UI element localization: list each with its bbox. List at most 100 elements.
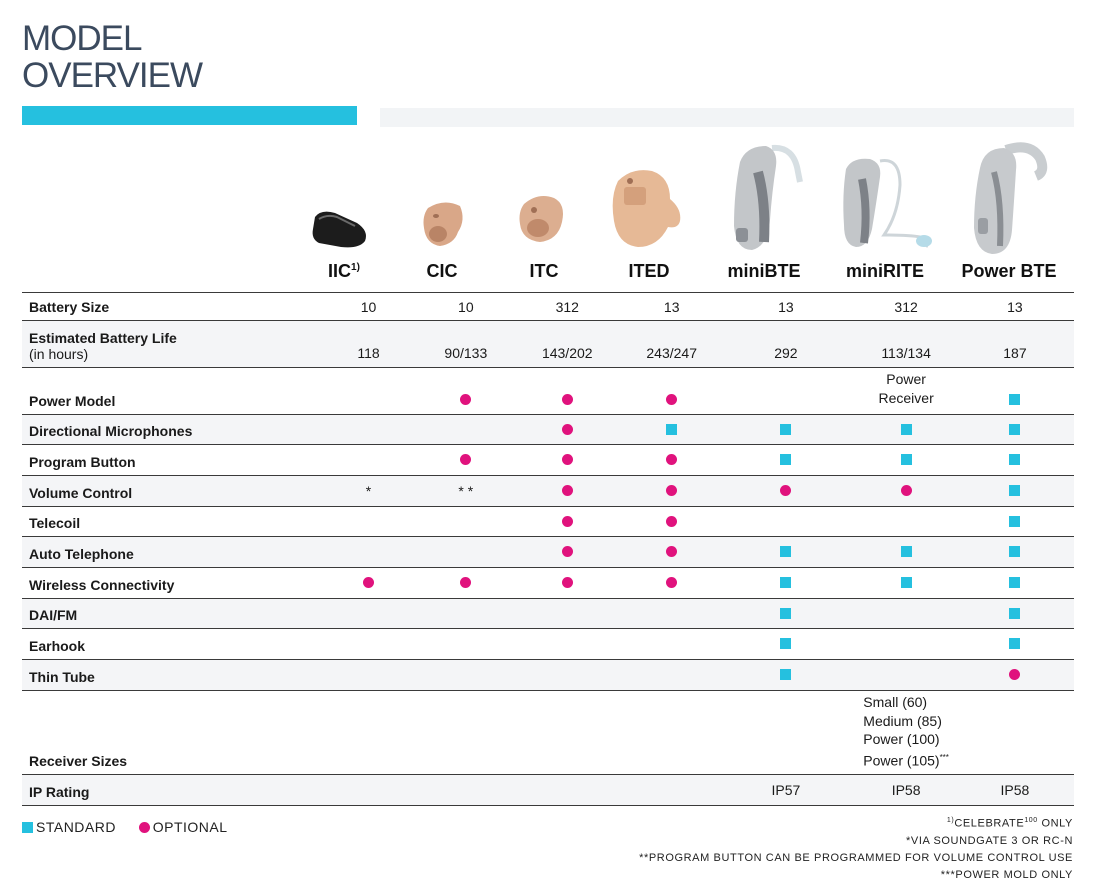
standard-marker (1009, 485, 1021, 496)
model-overview-table: Battery Size 10 10 312 13 13 312 13 Esti… (22, 292, 1074, 806)
optional-marker (1009, 669, 1021, 680)
cell-value: 90/133 (425, 320, 507, 368)
cell-value: IP58 (955, 774, 1074, 806)
col-head-minirite: miniRITE (845, 261, 924, 281)
cell-value: 13 (715, 292, 857, 321)
cell-value: 143/202 (506, 320, 628, 368)
optional-marker (561, 423, 573, 435)
row-battery-life: Estimated Battery Life (in hours) 118 90/… (22, 320, 1074, 368)
col-head-itc: ITC (529, 261, 559, 281)
power-receiver-note: Power Receiver (856, 367, 956, 415)
cell-value: 13 (955, 292, 1074, 321)
standard-marker (900, 577, 912, 588)
optional-legend-icon (138, 822, 150, 833)
optional-marker (460, 394, 472, 405)
row-label: Auto Telephone (22, 536, 312, 568)
ited-device-image (612, 170, 681, 247)
optional-marker (666, 577, 678, 588)
optional-marker (561, 546, 573, 557)
row-earhook: Earhook (22, 628, 1074, 660)
cell-value: 292 (715, 320, 857, 368)
row-label: Thin Tube (22, 659, 312, 691)
receiver-size-list: Small (60) Medium (85) Power (100) Power… (863, 693, 949, 770)
optional-marker (666, 515, 678, 527)
row-program-button: Program Button (22, 444, 1074, 476)
row-label: Receiver Sizes (22, 690, 312, 775)
optional-marker (780, 485, 792, 496)
optional-marker (666, 485, 678, 496)
standard-marker (900, 454, 912, 465)
footnote-1: 1)CELEBRATE100 ONLY (946, 817, 1073, 830)
row-label: Program Button (22, 444, 312, 476)
row-label: Estimated Battery Life (in hours) (22, 320, 312, 368)
col-head-cic: CIC (426, 261, 458, 281)
cell-value: IP58 (856, 774, 956, 806)
standard-marker (780, 577, 792, 588)
cell-value: 113/134 (856, 320, 956, 368)
optional-marker (666, 454, 678, 465)
powerbte-device-image (974, 142, 1048, 254)
receiver-size-item: Medium (85) (863, 712, 942, 729)
minirite-device-image (843, 158, 932, 248)
row-directional-mics: Directional Microphones (22, 414, 1074, 445)
title-line-2: OVERVIEW (22, 56, 203, 95)
row-label: Wireless Connectivity (22, 567, 312, 599)
receiver-size-item: Power (100) (863, 731, 940, 748)
row-thin-tube: Thin Tube (22, 659, 1074, 691)
row-label: DAI/FM (22, 598, 312, 629)
optional-marker (363, 577, 374, 588)
legend: STANDARD OPTIONAL (22, 819, 228, 835)
footnote-4: ***POWER MOLD ONLY (940, 868, 1073, 881)
optional-marker (561, 515, 573, 527)
optional-marker (561, 577, 573, 588)
standard-marker (780, 638, 792, 649)
accent-bar (22, 106, 357, 125)
footnote-3: **PROGRAM BUTTON CAN BE PROGRAMMED FOR V… (639, 851, 1073, 864)
footnotes: 1)CELEBRATE100 ONLY *VIA SOUNDGATE 3 OR … (639, 812, 1073, 884)
row-label: Earhook (22, 628, 312, 660)
cell-value: 312 (506, 292, 628, 321)
cell-value: 13 (627, 292, 716, 321)
receiver-size-item: Power (105)*** (863, 752, 949, 769)
row-label: IP Rating (22, 774, 312, 806)
standard-marker (900, 546, 912, 557)
row-battery-size: Battery Size 10 10 312 13 13 312 13 (22, 292, 1074, 321)
standard-marker (1009, 515, 1021, 527)
row-label: Volume Control (22, 475, 312, 507)
row-ip-rating: IP Rating IP57 IP58 IP58 (22, 774, 1074, 806)
optional-marker (561, 394, 573, 405)
footnote-marker: * * (425, 475, 507, 507)
page-title: MODEL OVERVIEW (22, 20, 203, 95)
cell-value: 187 (955, 320, 1074, 368)
optional-marker (561, 485, 573, 496)
row-label: Battery Size (22, 292, 312, 321)
row-dai-fm: DAI/FM (22, 598, 1074, 629)
standard-marker (1009, 454, 1021, 465)
minibte-device-image (734, 144, 803, 250)
standard-legend-label: STANDARD (36, 819, 116, 835)
footnote-2: *VIA SOUNDGATE 3 OR RC-N (906, 834, 1073, 847)
iic-device-image (312, 211, 366, 248)
itc-device-image (519, 196, 563, 242)
standard-marker (1009, 546, 1021, 557)
standard-marker (1009, 394, 1021, 405)
col-head-iic: IIC1) (328, 261, 360, 281)
optional-marker (460, 577, 472, 588)
row-power-model: Power Model Power Receiver (22, 367, 1074, 415)
standard-marker (780, 423, 792, 435)
optional-legend-label: OPTIONAL (152, 819, 228, 835)
row-auto-telephone: Auto Telephone (22, 536, 1074, 568)
optional-marker (561, 454, 573, 465)
standard-marker (1009, 607, 1021, 619)
row-telecoil: Telecoil (22, 506, 1074, 537)
cell-value: 243/247 (627, 320, 716, 368)
cic-device-image (423, 202, 463, 246)
cell-value: 10 (425, 292, 507, 321)
optional-marker (666, 546, 678, 557)
standard-marker (1009, 577, 1021, 588)
cell-value: 118 (311, 320, 426, 368)
optional-marker (460, 454, 472, 465)
header-band (380, 108, 1074, 127)
standard-marker (666, 423, 678, 435)
standard-marker (780, 669, 792, 680)
